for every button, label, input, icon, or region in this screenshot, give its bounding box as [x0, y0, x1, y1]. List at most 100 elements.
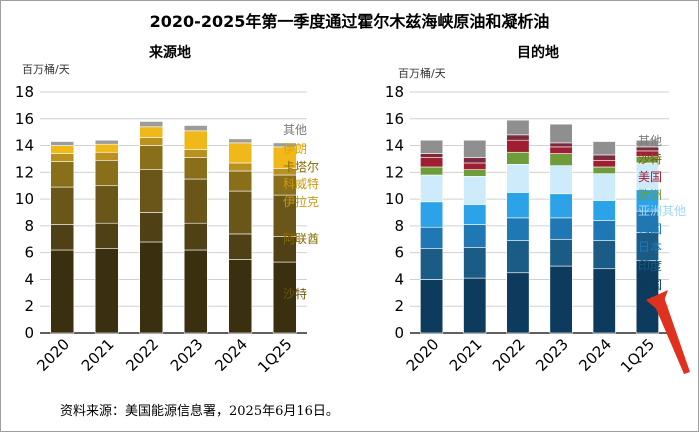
bar-segment [183, 222, 208, 251]
bar-segment [228, 259, 253, 334]
y-tick-label: 16 [15, 110, 34, 128]
bar-segment [420, 157, 444, 168]
y-tick-label: 10 [15, 190, 34, 208]
bar-segment [50, 249, 75, 334]
bar-segment [50, 153, 75, 162]
bar-segment [506, 272, 530, 334]
bar-segment [463, 224, 487, 248]
bar-segment [94, 151, 119, 161]
y-tick-label: 0 [24, 324, 34, 342]
legend-entry: 卡塔尔 [283, 159, 319, 174]
bar-segment [506, 139, 530, 153]
bar-segment [635, 139, 659, 148]
x-tick-label: 2022 [122, 335, 162, 375]
bar-segment [592, 220, 616, 241]
bar-segment [94, 143, 119, 153]
y-tick-label: 6 [394, 244, 404, 262]
y-tick-label: 2 [394, 297, 404, 315]
bar-segment [463, 139, 487, 158]
y-tick-label: 14 [385, 137, 404, 155]
bar-segment [50, 145, 75, 154]
bar-segment [228, 233, 253, 260]
legend-entry: 沙特 [638, 151, 662, 166]
bar-segment [228, 190, 253, 235]
panel-title-1: 目的地 [517, 44, 559, 61]
x-tick-label: 2022 [489, 335, 529, 375]
y-axis-unit-0: 百万桶/天 [22, 62, 70, 76]
bar-segment [420, 201, 444, 228]
bar-segment [549, 153, 573, 166]
legend-entry: 欧洲 [638, 188, 662, 202]
bar-segment [183, 157, 208, 180]
y-tick-label: 8 [394, 217, 404, 235]
x-tick-label: 1Q25 [617, 335, 658, 376]
annotation-arrow-icon [651, 297, 690, 374]
bar-segment [183, 249, 208, 334]
bar-segment [228, 138, 253, 144]
legend-entry: 伊拉克 [283, 194, 319, 209]
legend-entry: 其他 [638, 134, 662, 148]
bar-segment [549, 217, 573, 240]
bar-segment [139, 169, 164, 213]
bar-segment [549, 142, 573, 148]
chart-title: 2020-2025年第一季度通过霍尔木兹海峡原油和凝析油 [149, 12, 550, 31]
bar-segment [463, 204, 487, 225]
y-tick-label: 12 [385, 163, 404, 181]
bar-segment [94, 222, 119, 249]
bar-segment [549, 123, 573, 144]
legend-entry: 印度 [638, 258, 662, 273]
bar-segment [506, 217, 530, 241]
panel-title-0: 来源地 [148, 44, 191, 61]
bar-segment [463, 176, 487, 205]
x-tick-label: 2020 [403, 335, 443, 375]
bar-segment [506, 240, 530, 274]
bar-segment [420, 248, 444, 280]
x-tick-label: 2021 [78, 335, 118, 375]
bar-segment [183, 125, 208, 132]
bar-segment [139, 137, 164, 146]
bar-segment [139, 126, 164, 138]
y-tick-label: 12 [15, 163, 34, 181]
legend-entry: 阿联酋 [283, 231, 319, 246]
bar-segment [50, 141, 75, 146]
bar-segment [463, 157, 487, 164]
legend-entry: 其他 [283, 123, 307, 137]
bar-segment [592, 200, 616, 221]
bar-segment [592, 268, 616, 334]
bar-segment [592, 154, 616, 161]
legend-entry: 伊朗 [283, 142, 307, 156]
x-tick-label: 2023 [167, 335, 207, 375]
bar-segment [420, 166, 444, 176]
x-tick-label: 2020 [33, 335, 73, 375]
bar-segment [139, 145, 164, 170]
bar-segment [50, 224, 75, 251]
bar-segment [506, 164, 530, 193]
legend-entry: 沙特 [283, 286, 307, 301]
y-tick-label: 4 [394, 270, 404, 288]
bar-segment [183, 178, 208, 224]
legend-entry: 日本 [638, 240, 662, 254]
bar-segment [50, 186, 75, 225]
y-axis-unit-1: 百万桶/天 [398, 66, 446, 80]
bar-segment [592, 166, 616, 174]
bar-segment [592, 141, 616, 156]
x-tick-label: 2021 [446, 335, 486, 375]
bar-segment [139, 212, 164, 243]
bar-segment [463, 277, 487, 334]
bar-segment [420, 174, 444, 203]
legend-entry: 韩国 [638, 221, 662, 236]
bar-segment [549, 146, 573, 154]
bar-segment [549, 265, 573, 334]
bar-segment [420, 139, 444, 154]
bar-segment [506, 151, 530, 165]
y-tick-label: 18 [15, 83, 34, 101]
legend-entry: 中国 [638, 277, 662, 292]
bar-segment [463, 247, 487, 279]
y-tick-label: 14 [15, 137, 34, 155]
bar-segment [549, 193, 573, 219]
bar-segment [139, 121, 164, 128]
y-tick-label: 6 [24, 244, 34, 262]
y-tick-label: 8 [24, 217, 34, 235]
y-tick-label: 2 [24, 297, 34, 315]
bar-segment [94, 159, 119, 187]
